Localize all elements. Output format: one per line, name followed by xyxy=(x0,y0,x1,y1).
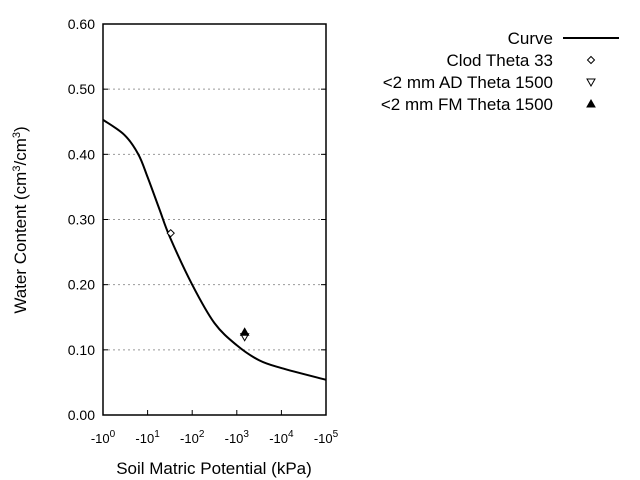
y-axis-ticks: 0.00 0.10 0.20 0.30 0.40 0.50 0.60 xyxy=(68,16,326,423)
legend-label: Clod Theta 33 xyxy=(447,51,553,70)
legend-label: Curve xyxy=(508,29,553,48)
x-tick-label: -104 xyxy=(269,429,294,446)
grid-lines xyxy=(103,88,326,351)
legend-marker-open-triangle-down xyxy=(586,78,596,88)
x-tick-label: -100 xyxy=(91,429,116,446)
legend-marker-filled-triangle-up xyxy=(586,98,596,108)
y-tick-label: 0.40 xyxy=(68,146,95,162)
legend: Curve Clod Theta 33 <2 mm AD Theta 1500 <2 … xyxy=(381,29,619,114)
x-tick-label: -103 xyxy=(225,429,250,446)
x-tick-label: -102 xyxy=(180,429,205,446)
x-tick-label: -105 xyxy=(314,429,339,446)
y-tick-label: 0.60 xyxy=(68,16,95,32)
y-tick-label: 0.50 xyxy=(68,81,95,97)
y-tick-label: 0.30 xyxy=(68,212,95,228)
y-tick-label: 0.10 xyxy=(68,342,95,358)
plot-frame xyxy=(102,23,327,416)
y-tick-label: 0.20 xyxy=(68,277,95,293)
y-axis-label: Water Content (cm3/cm3) xyxy=(11,126,30,313)
data-point-filled-triangle-up xyxy=(239,327,250,336)
curve-line xyxy=(102,118,327,381)
series xyxy=(102,118,327,381)
legend-label: <2 mm FM Theta 1500 xyxy=(381,95,553,114)
x-axis-ticks: -100 -101 -102 -103 -104 -105 xyxy=(91,410,339,446)
data-point-open-diamond xyxy=(166,228,175,238)
legend-marker-open-diamond xyxy=(586,55,596,65)
legend-label: <2 mm AD Theta 1500 xyxy=(383,73,553,92)
x-axis-label: Soil Matric Potential (kPa) xyxy=(116,459,312,478)
x-tick-label: -101 xyxy=(135,429,160,446)
y-tick-label: 0.00 xyxy=(68,407,95,423)
